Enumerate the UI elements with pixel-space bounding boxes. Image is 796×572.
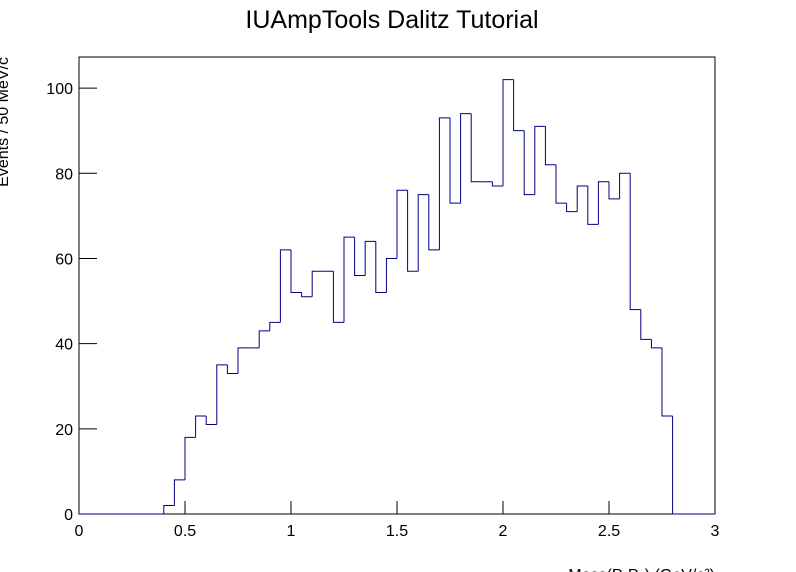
- histogram-bin: [661, 347, 673, 417]
- histogram-bin: [343, 236, 355, 323]
- histogram-bin: [491, 181, 503, 187]
- histogram-bin: [311, 270, 323, 297]
- y-tick-label: 40: [55, 337, 73, 354]
- histogram-bin: [364, 240, 376, 276]
- histogram-bin: [608, 181, 620, 200]
- x-tick-label: 1.5: [386, 523, 408, 540]
- y-tick-label: 0: [64, 507, 73, 524]
- histogram-bin: [354, 237, 366, 276]
- x-tick-label: 0.5: [174, 523, 196, 540]
- histogram-bin: [470, 113, 482, 183]
- histogram-bin: [163, 504, 175, 514]
- histogram-bin: [428, 194, 440, 251]
- x-tick-label: 0: [75, 523, 84, 540]
- histogram-bin: [173, 479, 185, 506]
- histogram-bin: [555, 164, 567, 204]
- histogram-bin: [650, 339, 662, 349]
- x-axis-label: Mass(P₁P₂) (GeV/c²): [568, 567, 715, 572]
- histogram-bin: [195, 415, 207, 438]
- histogram-bin: [534, 125, 546, 195]
- x-tick-label: 2.5: [598, 523, 620, 540]
- histogram-bin: [269, 321, 281, 331]
- histogram-bin: [544, 126, 556, 166]
- histogram-bin: [301, 292, 313, 298]
- y-tick-label: 100: [46, 81, 73, 98]
- histogram-bin: [619, 172, 631, 199]
- histogram-bin: [258, 330, 270, 348]
- histogram-bin: [385, 257, 397, 293]
- histogram-bin: [375, 241, 387, 294]
- chart-title: IUAmpTools Dalitz Tutorial: [245, 6, 538, 34]
- x-tick-label: 3: [711, 523, 720, 540]
- histogram-bin: [502, 79, 514, 187]
- histogram-bin: [290, 249, 302, 294]
- histogram-bin: [438, 117, 450, 250]
- histogram-bin: [460, 113, 472, 204]
- x-tick-label: 1: [287, 523, 296, 540]
- histogram-bin: [237, 347, 249, 374]
- y-tick-label: 80: [55, 166, 73, 183]
- y-axis-label: Events / 50 MeV/c: [0, 57, 12, 187]
- histogram-bin: [513, 79, 525, 132]
- y-tick-label: 60: [55, 251, 73, 268]
- histogram-bin: [597, 181, 609, 225]
- histogram-bin: [184, 436, 196, 480]
- histogram-bin: [576, 185, 588, 212]
- histogram-bin: [396, 189, 408, 259]
- histogram-bin: [640, 309, 652, 340]
- histogram-bin: [587, 186, 599, 225]
- histogram-bin: [417, 194, 429, 272]
- histogram-bin: [279, 249, 291, 323]
- histogram-bin: [629, 173, 641, 311]
- x-tick-label: 2: [499, 523, 508, 540]
- histogram-bin: [672, 416, 684, 515]
- histogram-bin: [216, 364, 228, 425]
- histogram-bin: [407, 190, 419, 272]
- histogram-bin: [332, 271, 344, 323]
- histogram-bin: [523, 130, 535, 196]
- histogram-bin: [226, 364, 238, 374]
- histogram-bin: [449, 117, 461, 204]
- y-tick-label: 20: [55, 422, 73, 439]
- histogram-bin: [205, 416, 217, 426]
- histogram-bin: [566, 203, 578, 213]
